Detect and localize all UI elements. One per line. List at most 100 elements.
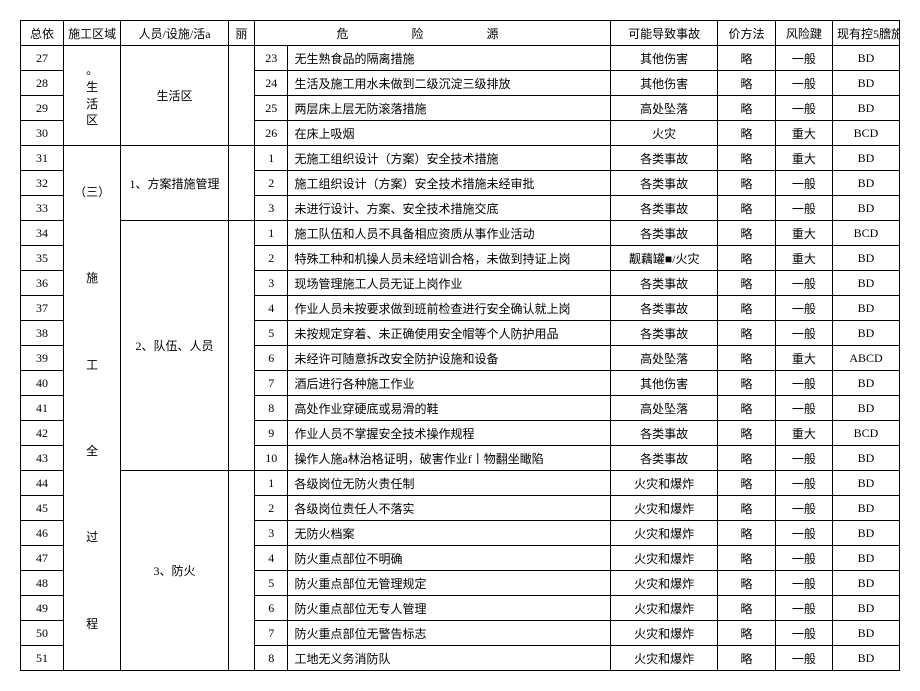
- cell: 5: [255, 571, 288, 596]
- cell: 略: [718, 646, 775, 671]
- cell: 略: [718, 196, 775, 221]
- cell: BD: [833, 146, 900, 171]
- table-row: 31（三）施工全过程1、方案措施管理1无施工组织设计（方案）安全技术措施各类事故…: [21, 146, 900, 171]
- cell: 25: [255, 96, 288, 121]
- cell: 现场管理施工人员无证上岗作业: [288, 271, 610, 296]
- cell: 30: [21, 121, 64, 146]
- cell: 生活区: [121, 46, 228, 146]
- cell: 1: [255, 471, 288, 496]
- cell: 施工组织设计（方案）安全技术措施未经审批: [288, 171, 610, 196]
- table-row: 342、队伍、人员1施工队伍和人员不具备相应资质从事作业活动各类事故略重大BCD: [21, 221, 900, 246]
- cell: 一般: [775, 271, 832, 296]
- cell: 1: [255, 146, 288, 171]
- cell: 一般: [775, 171, 832, 196]
- cell: 7: [255, 371, 288, 396]
- cell: 防火重点部位不明确: [288, 546, 610, 571]
- cell: 略: [718, 146, 775, 171]
- hdr-risk: 风险踺: [775, 21, 832, 46]
- cell: 4: [255, 296, 288, 321]
- cell: 26: [255, 121, 288, 146]
- cell: 作业人员不掌握安全技术操作规程: [288, 421, 610, 446]
- cell: 火灾和爆炸: [610, 546, 717, 571]
- cell: 一般: [775, 71, 832, 96]
- cell: 各级岗位责任人不落实: [288, 496, 610, 521]
- cell: 一般: [775, 621, 832, 646]
- cell: BD: [833, 521, 900, 546]
- cell: 在床上吸烟: [288, 121, 610, 146]
- cell: 一般: [775, 596, 832, 621]
- cell: 略: [718, 121, 775, 146]
- hdr-hazard: 危 险 源: [255, 21, 611, 46]
- cell: 略: [718, 371, 775, 396]
- cell: 一般: [775, 96, 832, 121]
- cell: 29: [21, 96, 64, 121]
- hdr-area: 施工区域: [63, 21, 120, 46]
- cell: 各类事故: [610, 271, 717, 296]
- cell: BD: [833, 596, 900, 621]
- cell: 其他伤害: [610, 46, 717, 71]
- cell: 28: [21, 71, 64, 96]
- cell: 6: [255, 596, 288, 621]
- cell: 37: [21, 296, 64, 321]
- cell: 略: [718, 396, 775, 421]
- cell: 略: [718, 246, 775, 271]
- cell: 51: [21, 646, 64, 671]
- cell: 9: [255, 421, 288, 446]
- cell: BCD: [833, 421, 900, 446]
- cell: 一般: [775, 521, 832, 546]
- cell: 3、防火: [121, 471, 228, 671]
- cell: 高处作业穿硬底或易滑的鞋: [288, 396, 610, 421]
- cell: [228, 46, 254, 146]
- cell: 2: [255, 246, 288, 271]
- cell: 各类事故: [610, 196, 717, 221]
- cell: 防火重点部位无管理规定: [288, 571, 610, 596]
- cell: 略: [718, 596, 775, 621]
- cell: 高处坠落: [610, 96, 717, 121]
- cell: 一般: [775, 296, 832, 321]
- cell: 略: [718, 46, 775, 71]
- cell: 42: [21, 421, 64, 446]
- cell: 其他伤害: [610, 71, 717, 96]
- cell: 3: [255, 196, 288, 221]
- cell: 工地无义务消防队: [288, 646, 610, 671]
- cell: BD: [833, 621, 900, 646]
- cell: 43: [21, 446, 64, 471]
- cell: 3: [255, 271, 288, 296]
- cell: 略: [718, 446, 775, 471]
- cell: BD: [833, 446, 900, 471]
- cell: 10: [255, 446, 288, 471]
- table-row: 443、防火1各级岗位无防火责任制火灾和爆炸略一般BD: [21, 471, 900, 496]
- hdr-method: 价方法: [718, 21, 775, 46]
- cell: 未按规定穿着、未正确使用安全帽等个人防护用品: [288, 321, 610, 346]
- cell: 一般: [775, 396, 832, 421]
- cell: 48: [21, 571, 64, 596]
- cell: 作业人员未按要求做到班前检查进行安全确认就上岗: [288, 296, 610, 321]
- cell: 各类事故: [610, 321, 717, 346]
- cell: 50: [21, 621, 64, 646]
- cell: 各级岗位无防火责任制: [288, 471, 610, 496]
- cell: 46: [21, 521, 64, 546]
- cell: 重大: [775, 221, 832, 246]
- cell: 1: [255, 221, 288, 246]
- cell: 。生活区: [63, 46, 120, 146]
- cell: 其他伤害: [610, 371, 717, 396]
- cell: BD: [833, 171, 900, 196]
- cell: BD: [833, 396, 900, 421]
- cell: 2: [255, 171, 288, 196]
- cell: 重大: [775, 421, 832, 446]
- cell: 火灾和爆炸: [610, 471, 717, 496]
- cell: 略: [718, 296, 775, 321]
- cell: 火灾和爆炸: [610, 621, 717, 646]
- cell: 高处坠落: [610, 396, 717, 421]
- cell: 高处坠落: [610, 346, 717, 371]
- cell: 3: [255, 521, 288, 546]
- cell: BD: [833, 371, 900, 396]
- cell: 45: [21, 496, 64, 521]
- cell: 一般: [775, 446, 832, 471]
- cell: 一般: [775, 646, 832, 671]
- cell: 8: [255, 646, 288, 671]
- cell: 44: [21, 471, 64, 496]
- cell: BD: [833, 46, 900, 71]
- cell: 38: [21, 321, 64, 346]
- cell: 略: [718, 321, 775, 346]
